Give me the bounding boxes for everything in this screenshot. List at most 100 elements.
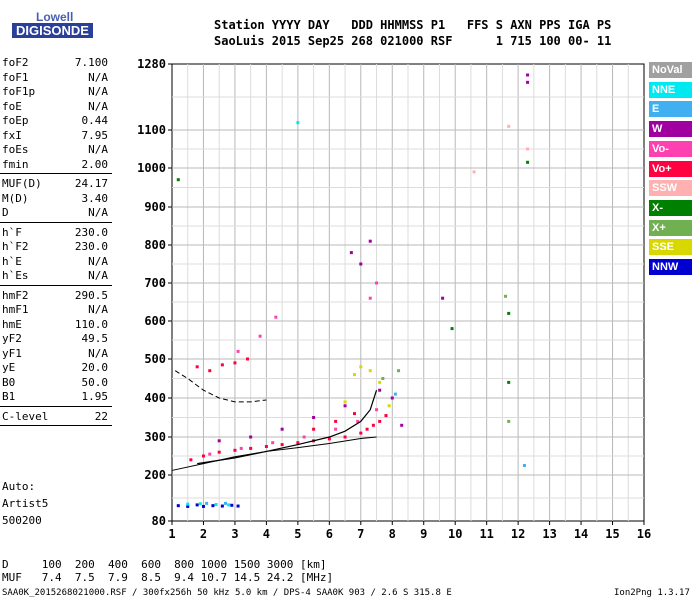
parameter-group-critical-frequencies: foF2 7.100 foF1 N/A foF1p N/A foE N/A foEp 0.44 fx…	[0, 56, 112, 172]
parameter-name: foF2	[2, 56, 29, 69]
footer-version: Ion2Png 1.3.17	[614, 588, 690, 598]
parameter-name: h`E	[2, 254, 22, 268]
parameter-name: yE	[2, 361, 16, 374]
y-tick-label: 800	[144, 238, 166, 252]
parameter-value: 7.100	[74, 56, 108, 69]
data-point	[201, 454, 205, 458]
x-tick-label: 1	[168, 527, 175, 541]
data-point	[280, 443, 284, 447]
data-point	[353, 373, 357, 377]
parameter-row: foE N/A	[0, 100, 112, 115]
parameter-value: 0.44	[81, 114, 109, 127]
parameter-row: h`F 230.0	[0, 226, 112, 241]
parameter-row: MUF(D) 24.17	[0, 177, 112, 192]
parameter-value: 24.17	[74, 177, 108, 190]
data-point	[371, 423, 375, 427]
parameter-value: N/A	[88, 143, 108, 156]
x-tick-label: 6	[326, 527, 333, 541]
parameter-name: MUF(D)	[2, 177, 42, 190]
parameter-value: 110.0	[74, 317, 108, 331]
parameter-name: yF1	[2, 346, 22, 360]
parameter-row: D N/A	[0, 206, 112, 221]
extraordinary-trace-dashed	[174, 370, 267, 403]
x-tick-label: 14	[574, 527, 588, 541]
data-point	[201, 504, 205, 508]
parameter-name: yF2	[2, 332, 22, 345]
parameter-group-profile: hmF2 290.5 hmF1 N/A hmE 110.0 yF2 49.5 yF1 N/A yE 2…	[0, 289, 112, 405]
x-tick-label: 4	[263, 527, 270, 541]
parameter-value: 1.95	[81, 390, 109, 403]
parameter-row: foF2 7.100	[0, 56, 112, 71]
autoscale-code: 500200	[2, 514, 42, 527]
parameter-row: hmF1 N/A	[0, 303, 112, 318]
autoscale-label: Auto:	[2, 480, 36, 493]
parameter-value: N/A	[88, 70, 108, 84]
x-tick-label: 8	[389, 527, 396, 541]
data-point	[359, 262, 363, 266]
data-point	[375, 281, 379, 285]
data-point	[236, 504, 240, 508]
parameter-name: h`F	[2, 225, 22, 239]
legend-item-vo-: Vo-	[649, 140, 692, 157]
parameter-row: M(D) 3.40	[0, 192, 112, 207]
legend-item-e: E	[649, 101, 692, 118]
parameter-row: h`F2 230.0	[0, 240, 112, 255]
data-point	[522, 464, 526, 467]
data-point	[368, 296, 372, 300]
data-point	[217, 439, 221, 443]
parameter-name: hmF2	[2, 288, 29, 302]
data-point	[220, 363, 224, 367]
data-point	[343, 435, 347, 439]
y-tick-label: 900	[144, 200, 166, 214]
data-point	[186, 502, 190, 506]
parameter-value: N/A	[88, 254, 108, 268]
data-point	[195, 503, 199, 507]
parameter-row: fxI 7.95	[0, 129, 112, 144]
data-point	[375, 408, 379, 412]
divider	[0, 405, 112, 407]
divider	[0, 284, 112, 286]
parameter-name: hmF1	[2, 303, 29, 316]
parameter-name: foEp	[2, 114, 29, 127]
legend-item-x-: X+	[649, 219, 692, 236]
data-point	[236, 349, 240, 353]
parameter-name: B1	[2, 390, 16, 403]
data-point	[441, 296, 445, 300]
parameter-name: h`Es	[2, 269, 29, 282]
parameter-value: 2.00	[81, 157, 109, 171]
data-point	[378, 388, 382, 392]
data-point	[390, 396, 394, 400]
divider	[0, 173, 112, 174]
data-point	[327, 437, 331, 441]
data-point	[507, 311, 511, 315]
parameter-name: foEs	[2, 143, 29, 156]
parameter-name: foF1p	[2, 85, 36, 98]
data-point	[393, 392, 397, 396]
data-point	[359, 365, 363, 369]
parameter-name: foF1	[2, 70, 29, 84]
y-tick-label: 600	[144, 314, 166, 328]
parameter-value: 3.40	[81, 191, 109, 205]
x-tick-label: 7	[357, 527, 364, 541]
parameter-name: D	[2, 206, 9, 219]
data-point	[274, 315, 278, 319]
parameter-value: 22	[94, 409, 108, 423]
data-point	[381, 377, 385, 380]
x-tick-label: 11	[479, 527, 493, 541]
data-point	[302, 435, 306, 439]
data-point	[378, 419, 382, 423]
footer-metadata: SAA0K_2015268021000.RSF / 300fx256h 50 k…	[2, 588, 452, 598]
data-point	[227, 503, 231, 507]
data-point	[507, 380, 511, 384]
x-tick-label: 15	[605, 527, 619, 541]
data-point	[189, 458, 193, 462]
legend-item-nne: NNE	[649, 81, 692, 98]
parameter-group-confidence: C-level 22	[0, 410, 112, 425]
data-point	[217, 450, 221, 454]
data-point	[526, 160, 530, 164]
data-point	[211, 504, 215, 508]
data-point	[296, 121, 300, 125]
parameter-value: N/A	[88, 346, 108, 360]
data-point	[195, 365, 199, 369]
y-tick-label: 700	[144, 276, 166, 290]
